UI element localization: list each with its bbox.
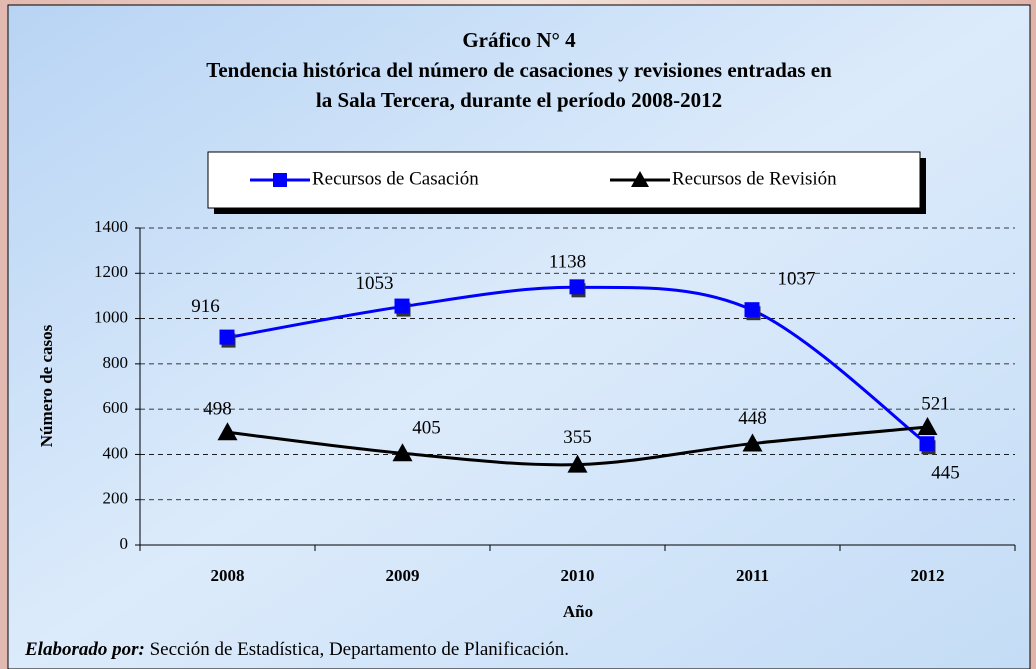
marker [567, 454, 588, 473]
source-text: Sección de Estadística, Departamento de … [150, 639, 569, 660]
y-tick-label: 1000 [94, 307, 128, 326]
y-tick-label: 1400 [94, 217, 128, 236]
marker [569, 279, 585, 295]
source: Elaborado por: Sección de Estadística, D… [24, 639, 569, 660]
marker [217, 422, 238, 441]
x-tick-label: 2010 [561, 566, 595, 585]
legend-marker [631, 171, 649, 187]
y-tick-label: 0 [120, 534, 129, 553]
x-tick-label: 2008 [211, 566, 245, 585]
data-label: 1037 [778, 269, 816, 290]
data-label: 1053 [356, 273, 394, 294]
marker [742, 433, 763, 452]
y-tick-label: 200 [103, 489, 129, 508]
chart-subtitle: la Sala Tercera, durante el período 2008… [316, 88, 722, 112]
legend-label: Recursos de Revisión [672, 168, 837, 189]
data-label: 445 [931, 463, 960, 484]
source-label: Elaborado por: [24, 639, 145, 660]
data-label: 1138 [549, 252, 586, 273]
data-label: 448 [738, 408, 767, 429]
y-tick-label: 800 [103, 353, 129, 372]
marker [919, 436, 935, 452]
marker [219, 329, 235, 345]
data-label: 498 [203, 399, 232, 420]
y-tick-label: 400 [103, 443, 129, 462]
marker [392, 443, 413, 462]
data-label: 521 [921, 393, 950, 414]
marker [394, 298, 410, 314]
x-tick-label: 2011 [736, 566, 769, 585]
x-tick-label: 2009 [386, 566, 420, 585]
chart-subtitle: Tendencia histórica del número de casaci… [206, 58, 832, 82]
marker [744, 302, 760, 318]
y-tick-label: 1200 [94, 262, 128, 281]
data-label: 405 [412, 418, 441, 439]
y-tick-label: 600 [103, 398, 129, 417]
data-label: 355 [563, 427, 592, 448]
x-tick-label: 2012 [911, 566, 945, 585]
panel [7, 4, 1031, 669]
chart-title: Gráfico N° 4 [462, 28, 576, 52]
y-axis-label: Número de casos [37, 324, 56, 447]
x-axis-label: Año [563, 602, 593, 621]
legend [207, 151, 921, 209]
legend-label: Recursos de Casación [312, 168, 479, 189]
data-label: 916 [191, 296, 220, 317]
legend-marker [273, 173, 287, 187]
marker [917, 417, 938, 436]
